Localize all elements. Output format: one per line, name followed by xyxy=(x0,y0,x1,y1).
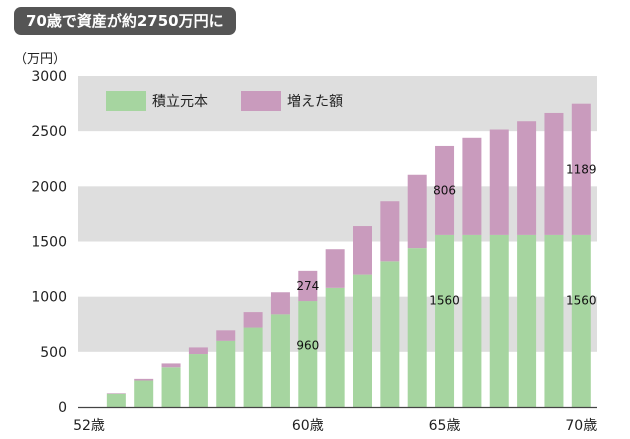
bar-growth xyxy=(188,347,208,355)
bar-base xyxy=(134,380,154,407)
bar-growth xyxy=(544,112,564,235)
bar-base xyxy=(462,234,482,407)
bar-base xyxy=(489,234,509,407)
bar-base xyxy=(407,248,427,407)
bar-growth xyxy=(353,226,372,275)
legend-swatch-base xyxy=(106,91,146,111)
y-tick-label: 1000 xyxy=(31,290,67,306)
bar-base xyxy=(380,261,400,407)
bar-base xyxy=(325,287,345,407)
bar-growth xyxy=(462,137,482,235)
x-tick-label: 52歳 xyxy=(73,418,105,434)
bar-growth xyxy=(216,330,236,341)
y-tick-label: 2000 xyxy=(31,179,67,195)
bar-base xyxy=(353,274,372,407)
y-axis-unit-label: （万円） xyxy=(14,52,67,67)
bar-growth xyxy=(134,378,154,381)
bar-base xyxy=(517,234,537,407)
y-tick-label: 2500 xyxy=(31,124,67,140)
bar-base xyxy=(571,234,591,407)
y-tick-label: 0 xyxy=(58,400,67,416)
bar-growth xyxy=(106,393,126,394)
bar-base xyxy=(435,234,455,407)
x-tick-label: 60歳 xyxy=(292,418,324,434)
data-label: 1560 xyxy=(429,293,460,307)
bar-base xyxy=(544,234,564,407)
bar-base xyxy=(270,314,290,407)
data-label: 274 xyxy=(296,279,319,293)
legend-swatch-growth xyxy=(241,91,281,111)
data-label: 1560 xyxy=(566,293,597,307)
bar-base xyxy=(161,367,181,407)
bar-growth xyxy=(298,270,318,302)
bar-growth xyxy=(380,201,400,262)
bar-base xyxy=(243,327,263,407)
bar-growth xyxy=(489,129,509,235)
x-tick-label: 65歳 xyxy=(429,418,461,434)
bar-base xyxy=(106,393,126,407)
chart-title-badge: 70歳で資産が約2750万円に xyxy=(14,7,236,35)
bar-growth xyxy=(161,363,181,368)
y-axis: 0 500 1000 1500 2000 2500 3000 xyxy=(31,69,67,416)
bar-growth xyxy=(517,121,537,235)
x-tick-label: 70歳 xyxy=(565,418,597,434)
data-label: 806 xyxy=(433,183,456,197)
grid-band xyxy=(78,76,597,132)
y-tick-label: 3000 xyxy=(31,69,67,85)
bar-growth xyxy=(270,292,290,315)
y-tick-label: 1500 xyxy=(31,235,67,251)
bar-base xyxy=(188,354,208,407)
legend-label-base: 積立元本 xyxy=(152,94,208,110)
data-label: 960 xyxy=(296,339,319,353)
bar-growth xyxy=(571,103,591,235)
x-axis: 52歳 60歳 65歳 70歳 xyxy=(73,406,597,434)
legend-label-growth: 増えた額 xyxy=(287,94,343,110)
bar-growth xyxy=(325,249,345,288)
y-tick-label: 500 xyxy=(40,345,67,361)
bar-growth xyxy=(243,312,263,328)
grid-band xyxy=(78,186,597,242)
data-label: 1189 xyxy=(566,162,597,176)
legend: 積立元本 増えた額 xyxy=(106,91,343,111)
bar-growth xyxy=(407,174,427,249)
bar-series xyxy=(106,103,591,407)
grid-bands xyxy=(78,76,597,352)
bar-base xyxy=(298,301,318,407)
data-labels: 960 274 1560 806 1560 1189 xyxy=(296,162,596,352)
bar-base xyxy=(216,340,236,407)
bar-growth xyxy=(435,145,455,235)
